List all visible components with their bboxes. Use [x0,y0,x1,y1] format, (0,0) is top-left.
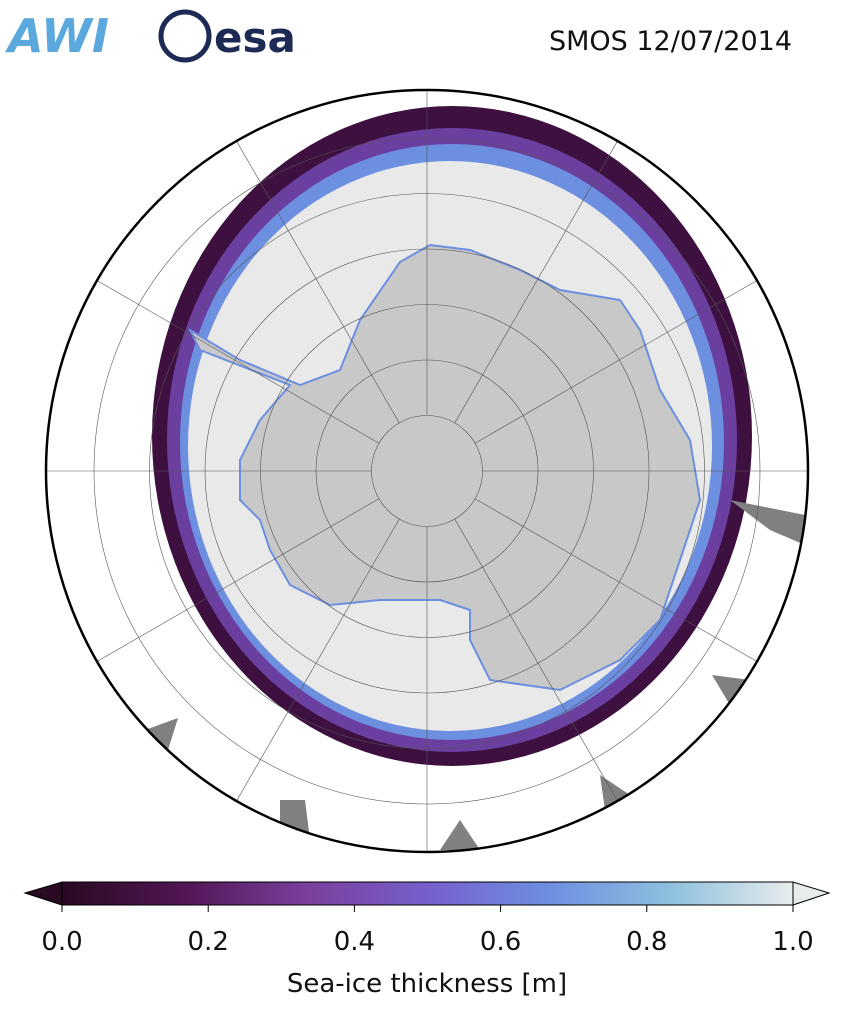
meridian [236,140,400,424]
colorbar-extend-min [23,881,63,906]
meridian [96,498,380,662]
colorbar-bar [61,881,794,906]
esa-logo: esa [214,13,296,62]
meridian [474,498,758,662]
map-frame [44,88,810,854]
meridian [236,518,400,802]
colorbar-tick-label: 0.0 [41,927,82,957]
colorbar-extend-max [792,881,831,906]
antarctica [187,243,702,692]
colorbar-tick-label: 0.4 [334,927,375,957]
land [712,675,750,705]
colorbar-label: Sea-ice thickness [m] [287,969,567,999]
colorbar-tick-label: 0.6 [480,927,521,957]
awi-logo: AWI [5,9,109,63]
meridian [474,280,758,444]
land [440,820,480,850]
land [280,800,310,840]
colorbar: 0.0 0.2 0.4 0.6 0.8 1.0 [23,881,831,957]
meridian [454,518,618,802]
colorbar-tick-label: 0.2 [188,927,229,957]
map [46,90,808,852]
land [730,500,805,545]
meridian [96,280,380,444]
graticule [46,90,808,852]
map-title: SMOS 12/07/2014 [549,26,792,57]
meridian [454,140,618,424]
colorbar-tick-label: 0.8 [626,927,667,957]
logos: AWI esa [5,9,296,63]
land [145,718,178,750]
colorbar-tick-label: 1.0 [772,927,813,957]
esa-emblem [158,9,212,63]
